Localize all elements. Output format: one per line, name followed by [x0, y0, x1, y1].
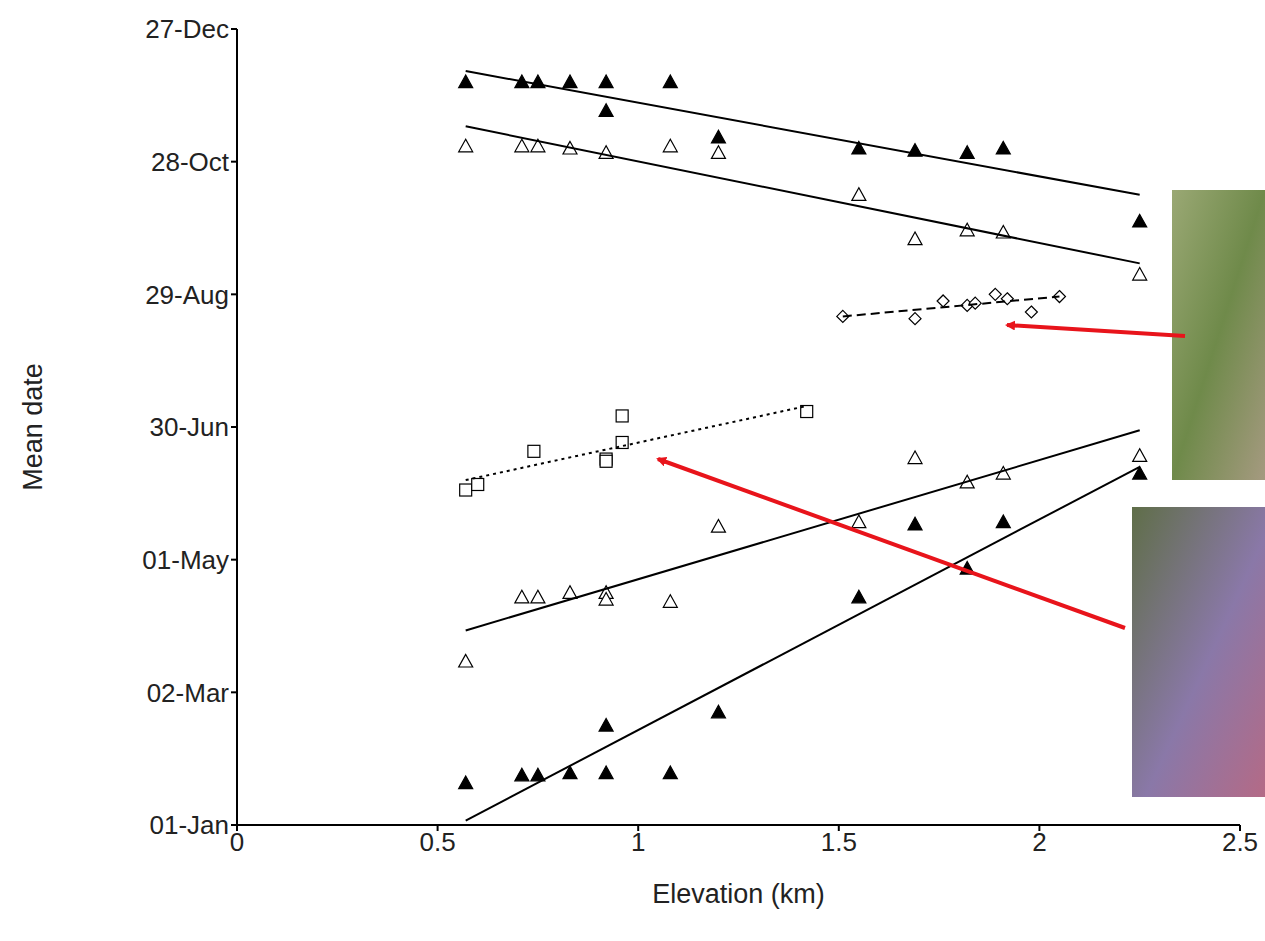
svg-text:2.5: 2.5 [1222, 827, 1258, 857]
svg-text:Elevation (km): Elevation (km) [652, 879, 825, 909]
svg-text:2: 2 [1032, 827, 1046, 857]
svg-text:Mean date: Mean date [18, 363, 48, 491]
svg-text:01-Jan: 01-Jan [150, 810, 230, 840]
svg-text:30-Jun: 30-Jun [150, 412, 230, 442]
svg-text:29-Aug: 29-Aug [145, 280, 229, 310]
svg-text:01-May: 01-May [142, 545, 229, 575]
svg-text:1.5: 1.5 [821, 827, 857, 857]
svg-text:0: 0 [230, 827, 244, 857]
svg-text:0.5: 0.5 [420, 827, 456, 857]
svg-text:27-Dec: 27-Dec [145, 14, 229, 44]
svg-text:02-Mar: 02-Mar [147, 678, 230, 708]
svg-text:28-Oct: 28-Oct [151, 147, 230, 177]
svg-text:1: 1 [631, 827, 645, 857]
